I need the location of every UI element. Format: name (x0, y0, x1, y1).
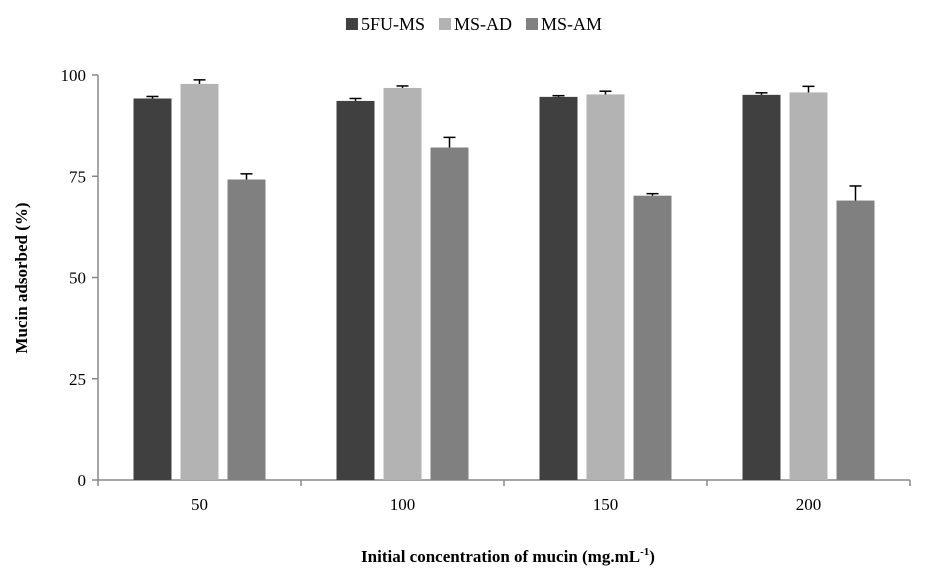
legend-item: MS-AM (526, 14, 602, 34)
x-tick-label: 100 (390, 495, 416, 514)
legend-swatch (439, 18, 451, 30)
x-axis-title: Initial concentration of mucin (mg.mL-1) (361, 546, 655, 566)
x-tick-label: 200 (796, 495, 822, 514)
x-axis-title-sup: -1 (640, 546, 649, 558)
x-tick-label: 50 (191, 495, 208, 514)
legend-label: MS-AD (454, 14, 512, 34)
error-bars-group (146, 79, 862, 201)
y-tick-label: 100 (61, 66, 87, 85)
legend-item: 5FU-MS (345, 14, 425, 34)
bar (430, 147, 469, 480)
bar (633, 195, 672, 480)
legend-label: MS-AM (541, 14, 602, 34)
y-tick-label: 0 (78, 471, 87, 490)
x-axis-title-main: Initial concentration of mucin (mg.mL (361, 547, 640, 566)
x-axis: 50 100 150 200 (97, 479, 911, 514)
y-tick-label: 75 (69, 167, 86, 186)
y-axis: 0 25 50 75 100 (61, 66, 99, 490)
legend-swatch (526, 18, 539, 30)
bar (180, 83, 219, 480)
bar (742, 94, 781, 480)
x-tick-label: 150 (593, 495, 619, 514)
legend: 5FU-MS MS-AD MS-AM (345, 14, 602, 34)
y-axis-title: Mucin adsorbed (%) (12, 202, 31, 353)
bar (539, 96, 578, 481)
y-tick-label: 25 (69, 370, 86, 389)
y-tick-label: 50 (69, 269, 86, 288)
bar (336, 100, 375, 481)
bars-group (133, 83, 875, 481)
legend-label: 5FU-MS (361, 14, 425, 34)
legend-item: MS-AD (439, 14, 512, 34)
bar (586, 94, 625, 480)
x-axis-title-close: ) (649, 547, 655, 566)
bar (836, 200, 875, 481)
bar (133, 98, 172, 481)
bar (789, 92, 828, 480)
legend-swatch (345, 18, 358, 30)
bar (227, 179, 266, 481)
bar (383, 87, 422, 481)
